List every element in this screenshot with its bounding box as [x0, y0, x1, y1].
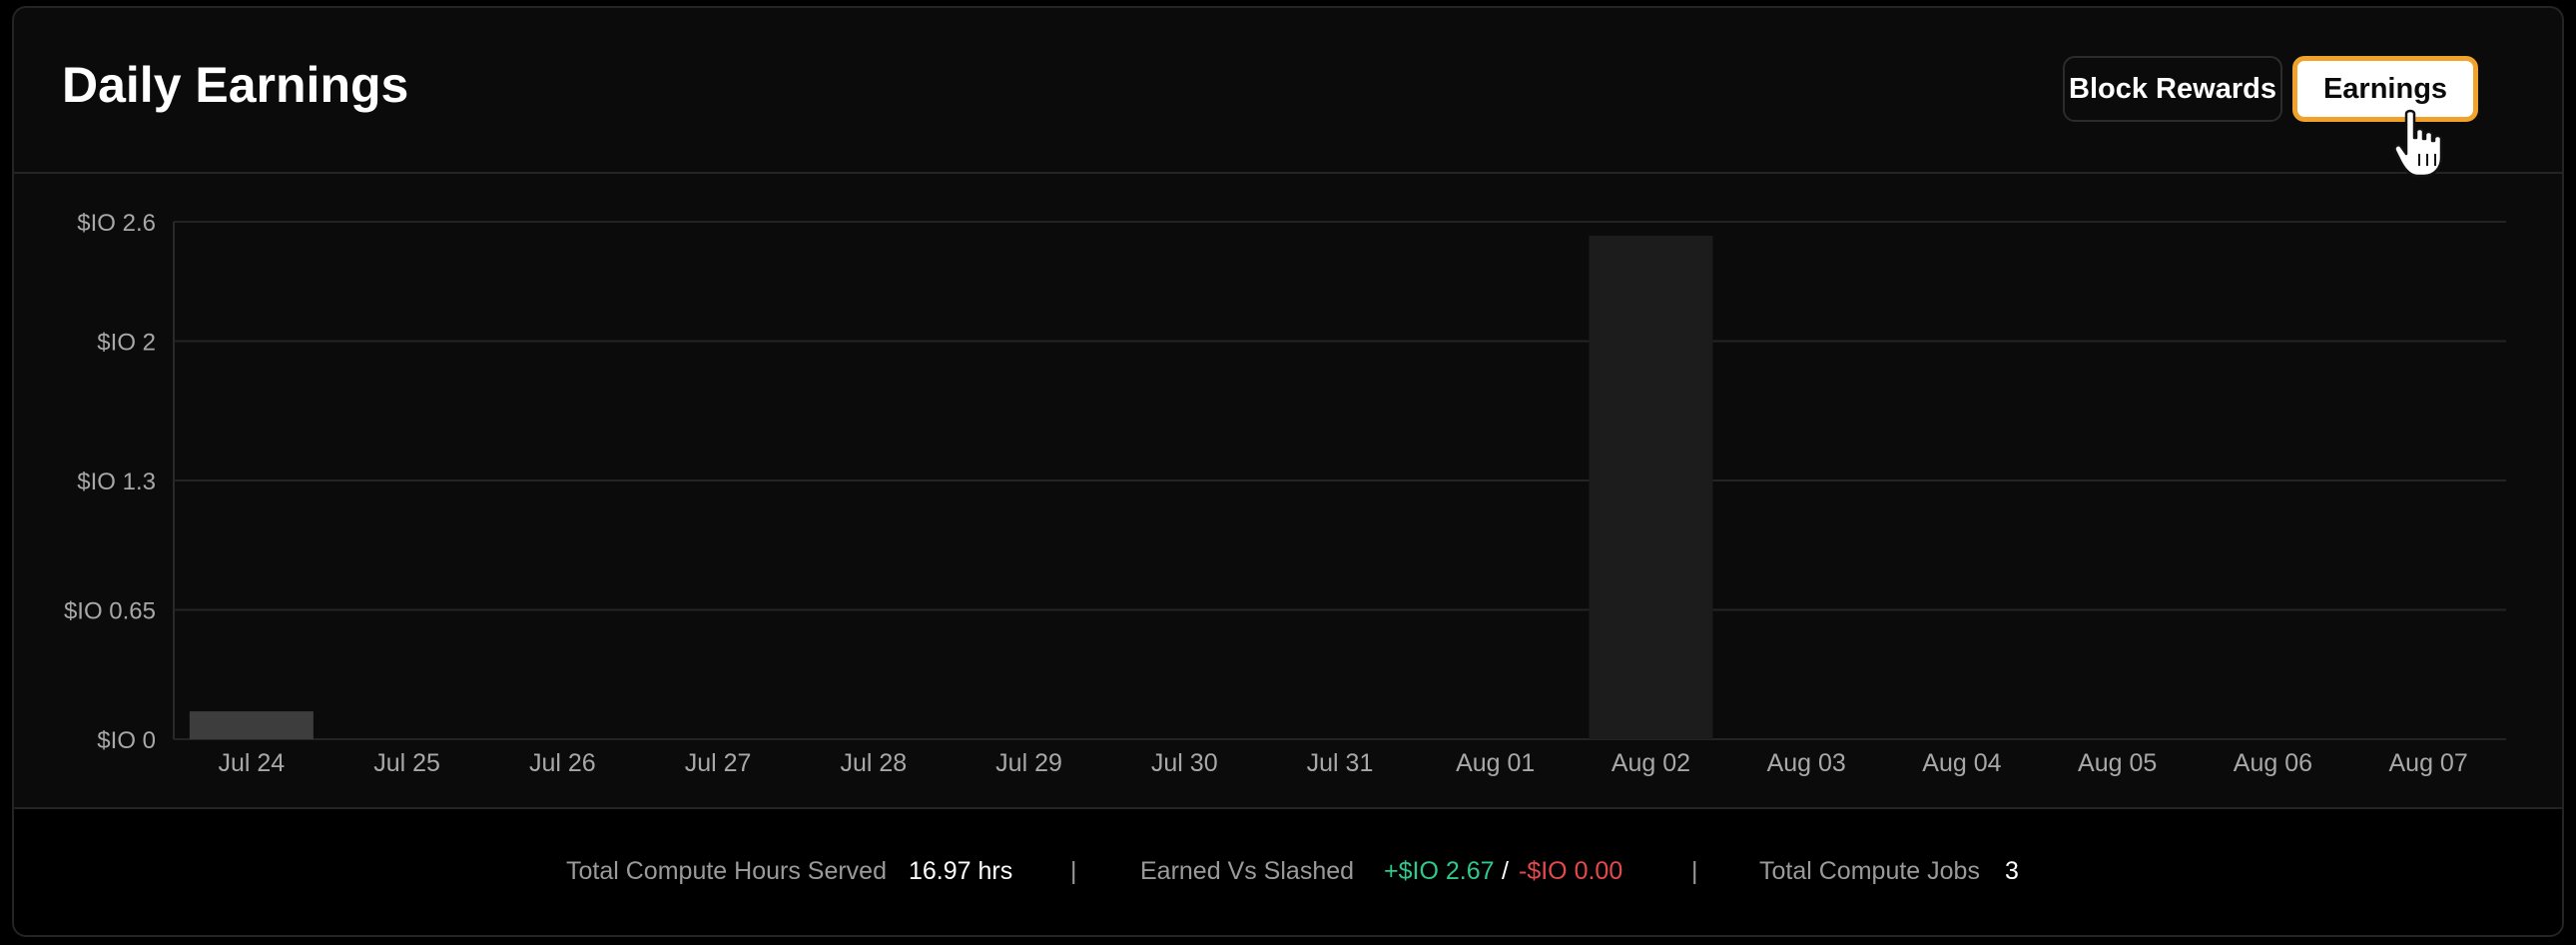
x-tick-label: Jul 29	[995, 749, 1062, 777]
y-tick-label: $IO 0	[97, 727, 156, 754]
compute-hours-value: 16.97 hrs	[909, 857, 1013, 885]
y-tick-label: $IO 2	[97, 330, 156, 357]
x-tick-label: Aug 03	[1767, 749, 1846, 777]
y-tick-label: $IO 2.6	[77, 210, 156, 237]
y-tick-label: $IO 0.65	[64, 598, 156, 625]
bar[interactable]	[189, 711, 314, 739]
footer-separator: |	[1070, 857, 1077, 885]
compute-jobs-value: 3	[2005, 857, 2019, 885]
x-tick-label: Jul 30	[1151, 749, 1218, 777]
x-tick-label: Aug 02	[1611, 749, 1690, 777]
daily-earnings-card: Daily Earnings Block Rewards Earnings $I…	[12, 6, 2564, 937]
footer-separator: |	[1691, 857, 1698, 885]
x-tick-label: Aug 01	[1456, 749, 1535, 777]
earnings-button[interactable]: Earnings	[2292, 56, 2478, 122]
y-tick-label: $IO 1.3	[77, 469, 156, 495]
x-tick-label: Jul 27	[685, 749, 752, 777]
block-rewards-button[interactable]: Block Rewards	[2063, 56, 2282, 122]
bar[interactable]	[1589, 235, 1713, 739]
x-tick-label: Aug 04	[1922, 749, 2001, 777]
hand-pointer-icon	[2393, 109, 2443, 178]
daily-earnings-chart: $IO 0 $IO 0.65 $IO 1.3 $IO 2 $IO 2.6 Jul 24 Ju…	[64, 210, 2506, 777]
x-tick-label: Aug 05	[2078, 749, 2157, 777]
earned-vs-slashed-label: Earned Vs Slashed	[1140, 857, 1355, 885]
summary-footer: Total Compute Hours Served 16.97 hrs | E…	[14, 807, 2562, 935]
x-tick-label: Jul 25	[373, 749, 440, 777]
slashed-value: -$IO 0.00	[1519, 857, 1623, 885]
earned-value: +$IO 2.67	[1384, 857, 1495, 885]
card-header: Daily Earnings Block Rewards Earnings	[14, 8, 2562, 174]
page-title: Daily Earnings	[62, 57, 409, 113]
x-tick-label: Jul 24	[219, 749, 286, 777]
x-tick-label: Jul 28	[840, 749, 907, 777]
x-tick-label: Aug 06	[2234, 749, 2312, 777]
x-tick-label: Jul 26	[529, 749, 596, 777]
compute-hours-label: Total Compute Hours Served	[566, 857, 887, 885]
compute-jobs-label: Total Compute Jobs	[1759, 857, 1980, 885]
x-tick-label: Jul 31	[1307, 749, 1374, 777]
x-tick-label: Aug 07	[2389, 749, 2468, 777]
earned-slashed-separator: /	[1502, 857, 1509, 885]
